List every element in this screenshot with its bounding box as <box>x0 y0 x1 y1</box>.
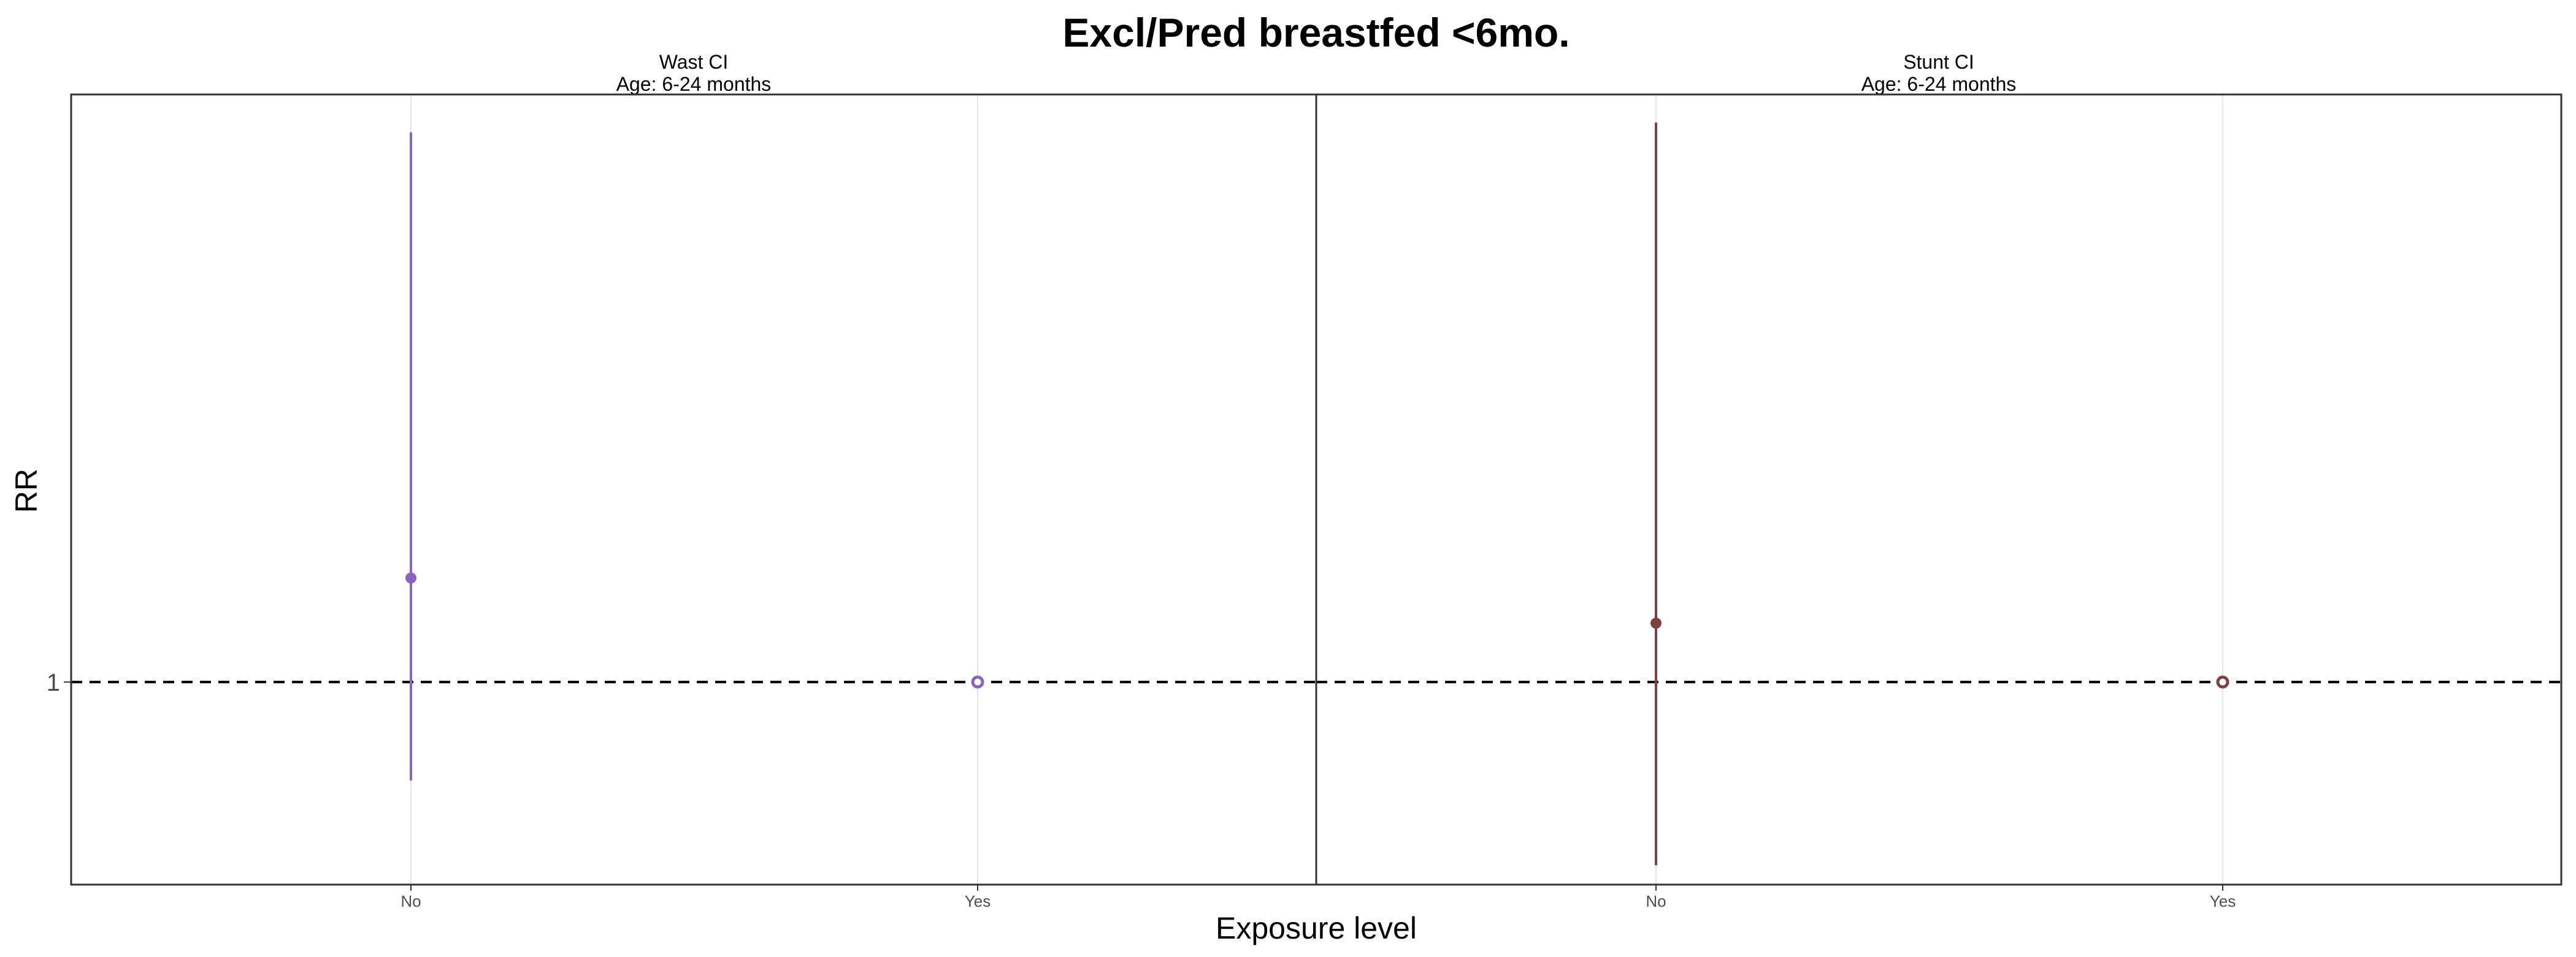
chart-title: Excl/Pred breastfed <6mo. <box>1062 10 1570 55</box>
y-tick-label: 1 <box>47 669 60 696</box>
x-tick-label: Yes <box>2210 892 2236 910</box>
y-axis-label: RR <box>9 469 44 513</box>
panel-border <box>70 93 1317 886</box>
x-axis-label: Exposure level <box>1216 911 1417 945</box>
panel-subtitle: Age: 6-24 months <box>1861 73 2017 95</box>
panel-title: Stunt CI <box>1903 51 1974 73</box>
reference-point <box>2216 675 2229 689</box>
reference-point <box>971 675 984 689</box>
x-tick-label: No <box>401 892 421 910</box>
x-tick-label: No <box>1646 892 1666 910</box>
estimate-point <box>405 572 416 584</box>
panel-subtitle: Age: 6-24 months <box>616 73 772 95</box>
x-tick-label: Yes <box>965 892 991 910</box>
estimate-point <box>1650 617 1662 629</box>
panel-border <box>1315 93 2563 886</box>
panel-title: Wast CI <box>659 51 729 73</box>
